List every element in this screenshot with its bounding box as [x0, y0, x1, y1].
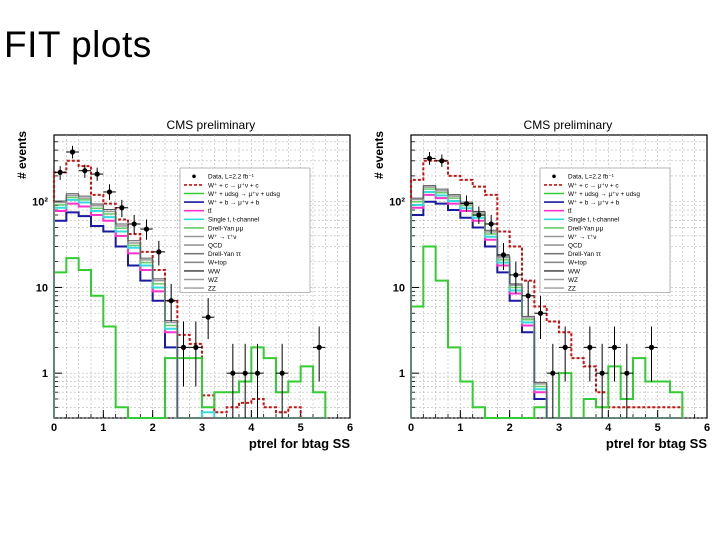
- legend-marker: [192, 174, 196, 179]
- legend-label: Single t, t-channel: [568, 217, 619, 224]
- data-point: [143, 226, 150, 232]
- data-point: [316, 344, 322, 350]
- legend-label: W⁺ + c → μ⁺ν + c: [208, 182, 259, 189]
- data-point: [599, 370, 605, 376]
- data-point: [106, 189, 113, 195]
- y-tick-label: 1: [42, 368, 48, 380]
- slide-title: FIT plots: [4, 24, 152, 65]
- y-tick-label: 10²: [389, 197, 405, 209]
- legend-label: W+top: [208, 260, 227, 267]
- y-tick-label: 10: [36, 282, 48, 294]
- data-point: [205, 314, 211, 320]
- data-point: [611, 344, 618, 350]
- legend-label: W⁺ + udsg → μ⁺ν + udsg: [568, 191, 640, 198]
- x-tick-label: 4: [248, 422, 255, 434]
- legend-label: ZZ: [568, 286, 576, 293]
- legend-label: tt̄: [568, 207, 572, 215]
- x-tick-label: 5: [655, 422, 661, 434]
- data-point: [119, 205, 125, 211]
- data-point: [131, 221, 137, 227]
- data-point: [94, 171, 100, 177]
- legend-label: Drell-Yan μμ: [208, 225, 244, 232]
- y-axis-label: # events: [15, 131, 29, 179]
- data-point: [500, 252, 507, 258]
- x-tick-label: 1: [457, 422, 463, 434]
- x-axis-label: ptrel for btag SS: [606, 436, 707, 451]
- x-tick-label: 2: [507, 422, 513, 434]
- x-tick-label: 6: [704, 422, 710, 434]
- x-tick-label: 3: [556, 422, 562, 434]
- data-point: [476, 212, 482, 218]
- y-axis-label: # events: [372, 131, 386, 179]
- data-point: [69, 149, 76, 155]
- legend-label: tt̄: [208, 207, 212, 215]
- x-tick-label: 6: [347, 422, 353, 434]
- legend-label: W⁺ + c → μ⁺ν + c: [568, 182, 619, 189]
- legend-label: QCD: [568, 243, 583, 250]
- legend-label: Drell-Yan ττ: [208, 251, 241, 258]
- data-point: [562, 344, 568, 350]
- data-point: [242, 370, 248, 376]
- x-tick-label: 3: [199, 422, 205, 434]
- data-point: [193, 344, 199, 350]
- legend-label: Data, L=2.2 fb⁻¹: [568, 174, 614, 181]
- x-tick-label: 1: [100, 422, 106, 434]
- histogram-series-7: [410, 185, 683, 419]
- legend-label: Drell-Yan μμ: [568, 225, 604, 232]
- data-point: [426, 155, 433, 162]
- data-point: [168, 298, 174, 304]
- data-point: [254, 370, 261, 376]
- data-point: [513, 272, 519, 278]
- y-tick-label: 10²: [32, 197, 48, 209]
- legend-label: Data, L=2.2 fb⁻¹: [208, 174, 254, 181]
- data-point: [537, 310, 544, 316]
- x-tick-label: 2: [150, 422, 156, 434]
- legend-label: W⁺ → τ⁺ν: [208, 234, 236, 241]
- data-point: [180, 344, 187, 350]
- legend-label: W⁺ → τ⁺ν: [568, 234, 596, 241]
- legend-label: ZZ: [208, 286, 216, 293]
- y-tick-label: 10: [393, 282, 405, 294]
- legend-label: W⁺ + b → μ⁺ν + b: [568, 200, 620, 207]
- data-point: [587, 344, 593, 350]
- legend-label: WZ: [568, 277, 578, 284]
- x-tick-label: 4: [605, 422, 612, 434]
- data-point: [648, 344, 655, 350]
- legend-label: W⁺ + b → μ⁺ν + b: [208, 200, 260, 207]
- legend-label: WW: [568, 268, 581, 275]
- data-point: [57, 169, 63, 175]
- histogram-series-1: [53, 257, 327, 419]
- data-point: [230, 370, 236, 376]
- data-point: [439, 158, 445, 164]
- x-tick-label: 0: [51, 422, 57, 434]
- legend-label: QCD: [208, 243, 223, 250]
- data-point: [156, 249, 162, 255]
- data-point: [279, 370, 285, 376]
- legend-label: W⁺ + udsg → μ⁺ν + udsg: [208, 191, 280, 198]
- data-point: [463, 201, 470, 207]
- legend-label: WZ: [208, 277, 218, 284]
- x-tick-label: 0: [408, 422, 414, 434]
- legend-marker: [552, 174, 556, 179]
- legend-label: Single t, t-channel: [208, 217, 259, 224]
- x-axis-label: ptrel for btag SS: [249, 436, 350, 451]
- chart-title: CMS preliminary: [167, 118, 256, 132]
- legend-label: W+top: [568, 260, 587, 267]
- data-point: [525, 293, 531, 299]
- x-tick-label: 5: [298, 422, 304, 434]
- chart-title: CMS preliminary: [524, 118, 613, 132]
- data-point: [624, 370, 630, 376]
- histogram-series-0: [410, 159, 684, 418]
- legend-label: WW: [208, 268, 221, 275]
- y-tick-label: 1: [399, 368, 405, 380]
- data-point: [550, 370, 556, 376]
- legend-label: Drell-Yan ττ: [568, 251, 601, 258]
- data-point: [82, 168, 88, 174]
- data-point: [488, 221, 494, 227]
